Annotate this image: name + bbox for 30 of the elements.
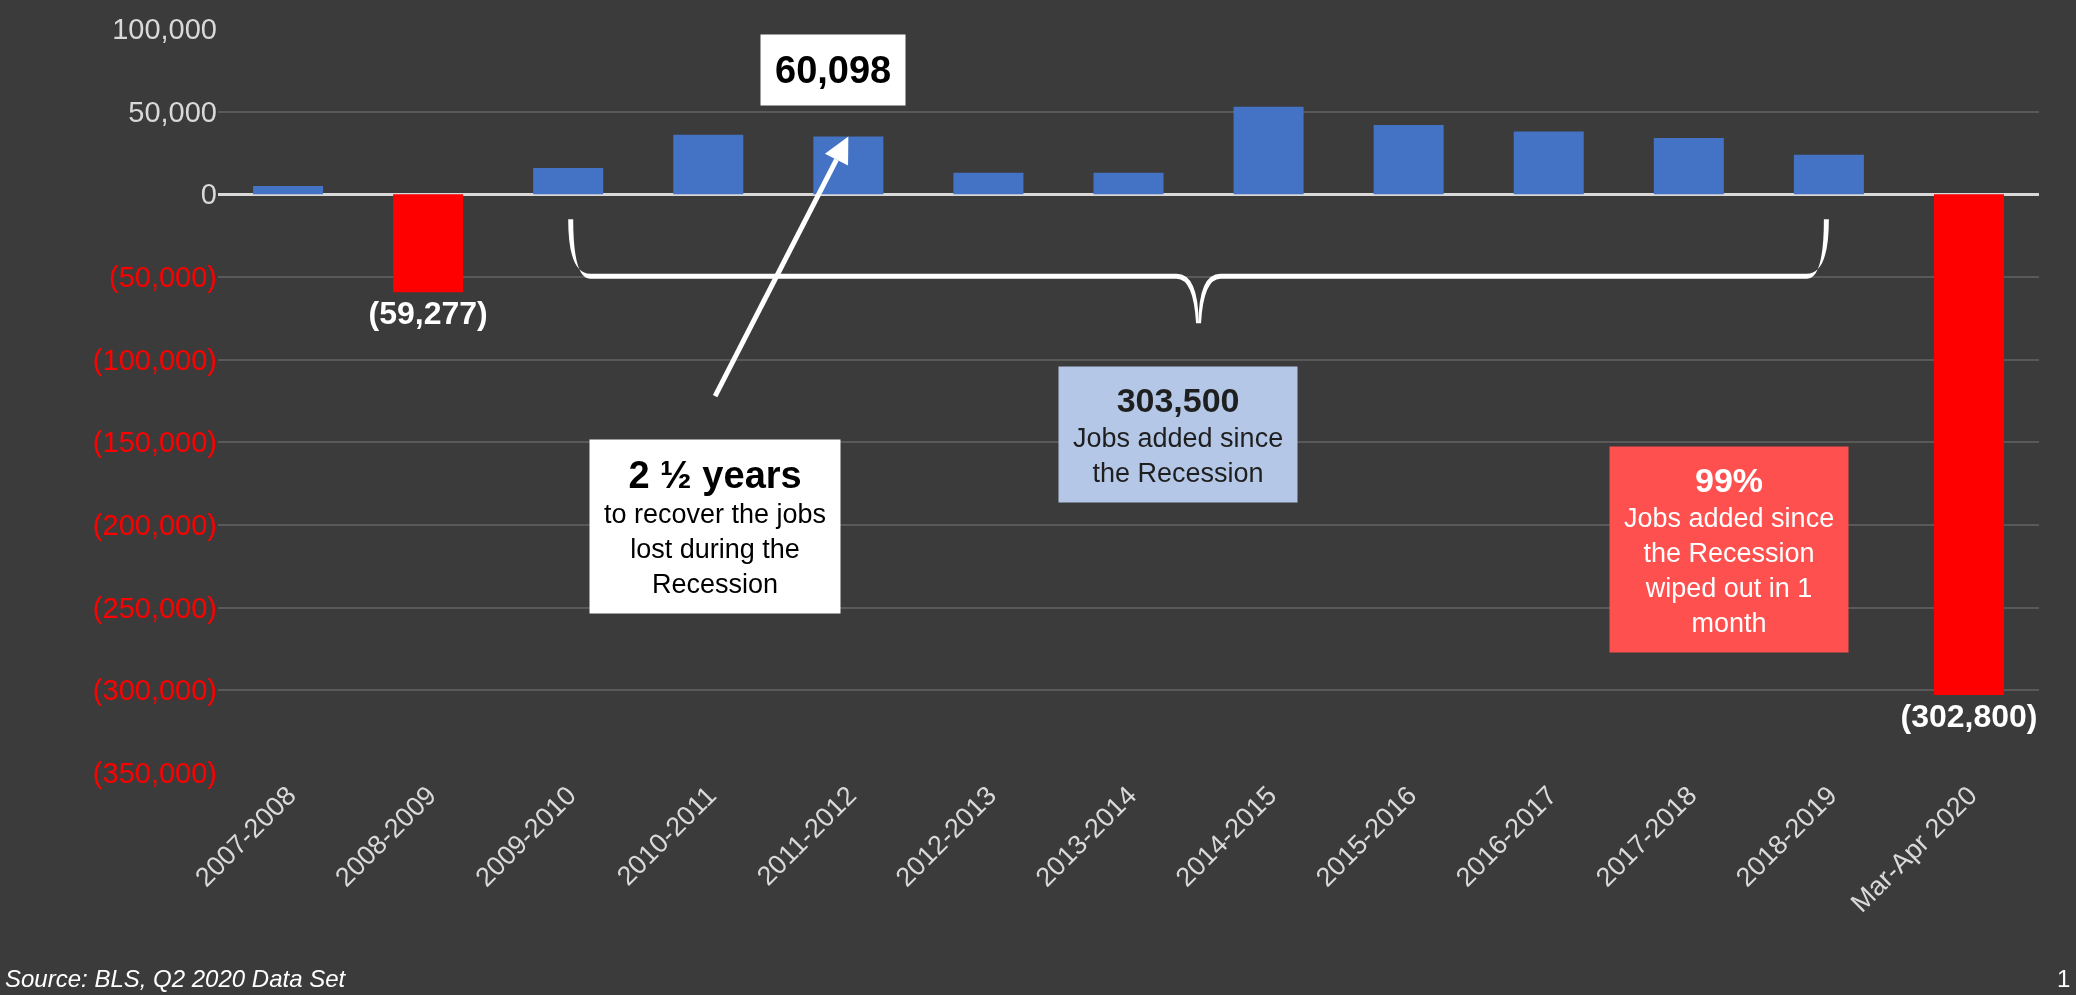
- data-label: (302,800): [1900, 697, 2038, 734]
- y-tick-label: (300,000): [92, 674, 217, 707]
- bar: [1793, 154, 1864, 195]
- bar: [1933, 194, 2004, 695]
- bar: [1373, 124, 1444, 195]
- y-tick-label: 0: [200, 178, 217, 211]
- bar: [1513, 131, 1584, 195]
- bar: [1093, 172, 1164, 195]
- y-tick-label: (250,000): [92, 591, 217, 624]
- y-tick-label: 100,000: [112, 13, 217, 46]
- y-tick-label: (50,000): [108, 261, 217, 294]
- bar: [393, 194, 464, 293]
- y-tick-label: (200,000): [92, 509, 217, 542]
- annotation: 2 ½ years to recover the jobs lost during the Recession: [604, 454, 827, 600]
- annotation: 303,500 Jobs added since the Recession: [1073, 381, 1284, 489]
- source-note: Source: BLS, Q2 2020 Data Set: [5, 965, 347, 992]
- y-tick-label: 50,000: [128, 95, 217, 128]
- text: 1: [2057, 965, 2071, 992]
- bar: [1233, 106, 1304, 195]
- annotation: 99% Jobs added since the Recession wiped out in 1 month: [1624, 461, 1835, 639]
- y-tick-label: (350,000): [92, 757, 217, 790]
- data-label: (59,277): [368, 295, 488, 332]
- y-tick-label: (100,000): [92, 343, 217, 376]
- bar: [953, 172, 1024, 195]
- bar: [673, 134, 744, 195]
- bar: [253, 186, 324, 195]
- bar: [533, 167, 604, 195]
- bar: [1653, 138, 1724, 195]
- annotation: 60,098: [775, 49, 892, 91]
- y-tick-label: (150,000): [92, 426, 217, 459]
